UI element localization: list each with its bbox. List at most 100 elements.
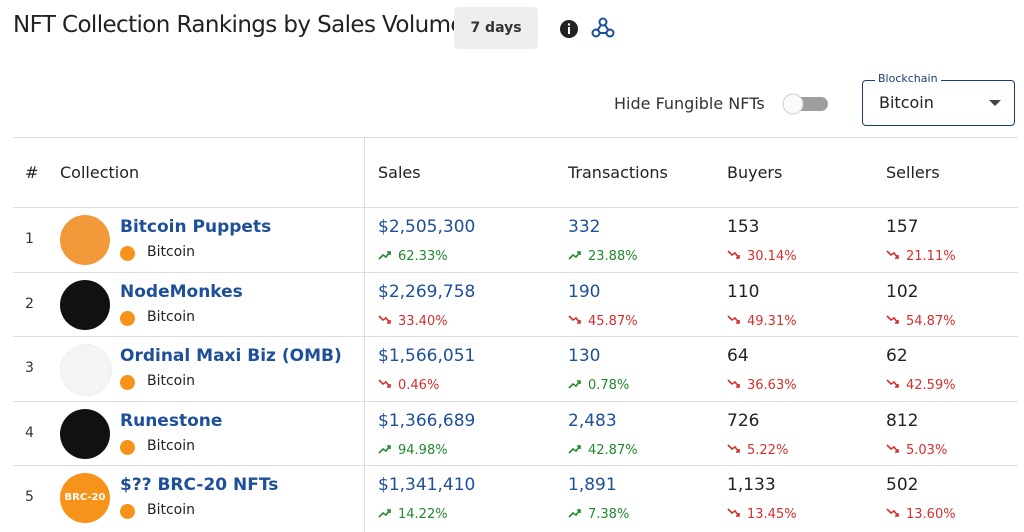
transactions-change: 45.87%	[568, 314, 638, 329]
avatar: BRC-20	[60, 473, 110, 524]
avatar	[60, 408, 110, 459]
trend-icon	[886, 444, 899, 453]
avatar	[60, 215, 110, 265]
sales-value[interactable]: $2,505,300	[378, 217, 476, 237]
collection-name[interactable]: Bitcoin Puppets	[120, 217, 272, 237]
change-text: 36.63%	[747, 378, 797, 394]
sellers-value: 62	[886, 346, 908, 367]
transactions-value[interactable]: 2,483	[568, 410, 617, 431]
sellers-change: 21.11%	[886, 249, 956, 264]
avatar	[60, 279, 110, 330]
info-icon[interactable]	[559, 19, 579, 39]
table-border	[13, 137, 1018, 138]
row-border	[13, 465, 1018, 467]
blockchain-value[interactable]: Bitcoin	[879, 93, 934, 112]
column-header: Sellers	[886, 163, 940, 182]
rank: 4	[25, 424, 34, 441]
transactions-change: 42.87%	[568, 443, 638, 458]
column-header: Buyers	[727, 163, 783, 182]
buyers-change: 36.63%	[727, 378, 797, 393]
trend-icon	[886, 508, 899, 518]
change-text: 49.31%	[747, 313, 797, 329]
buyers-change: 5.22%	[727, 443, 788, 458]
buyers-value: 110	[727, 281, 760, 302]
trend-icon	[727, 379, 740, 388]
bitcoin-icon	[120, 310, 135, 326]
change-text: 0.78%	[588, 378, 630, 394]
transactions-value[interactable]: 1,891	[568, 475, 617, 496]
trend-icon	[886, 315, 899, 324]
toggle[interactable]	[780, 92, 830, 116]
rank: 3	[25, 360, 34, 377]
sales-change: 0.46%	[378, 378, 439, 393]
column-header: Collection	[60, 163, 140, 182]
buyers-value: 726	[727, 410, 760, 431]
collection-name[interactable]: $?? BRC-20 NFTs	[120, 475, 279, 496]
trend-icon	[886, 250, 899, 259]
trend-icon	[378, 509, 391, 518]
trend-icon	[568, 251, 581, 260]
trend-icon	[568, 444, 581, 454]
buyers-value: 153	[727, 217, 760, 237]
change-text: 13.45%	[747, 507, 797, 523]
change-text: 23.88%	[588, 249, 638, 264]
sellers-value: 157	[886, 217, 919, 237]
sales-change: 14.22%	[378, 507, 448, 522]
sales-change: 94.98%	[378, 443, 448, 458]
row-border	[13, 271, 1018, 273]
change-text: 5.03%	[906, 442, 948, 458]
collection-name[interactable]: NodeMonkes	[120, 281, 243, 302]
trend-icon	[727, 315, 740, 324]
sellers-value: 502	[886, 475, 919, 496]
trend-icon	[727, 508, 740, 518]
transactions-value[interactable]: 332	[568, 217, 601, 237]
chain-name: Bitcoin	[147, 308, 196, 325]
collection-name[interactable]: Runestone	[120, 410, 223, 431]
transactions-value[interactable]: 130	[568, 346, 601, 367]
bitcoin-icon	[120, 375, 135, 391]
change-text: 62.33%	[398, 249, 448, 264]
change-text: 45.87%	[588, 313, 638, 329]
transactions-change: 0.78%	[568, 378, 629, 393]
sales-value[interactable]: $1,366,689	[378, 410, 476, 431]
change-text: 33.40%	[398, 313, 448, 329]
change-text: 42.87%	[588, 442, 638, 458]
webhook-icon[interactable]	[591, 16, 615, 40]
hide-fungible-label: Hide Fungible NFTs	[614, 94, 765, 113]
sellers-value: 102	[886, 281, 919, 302]
sales-value[interactable]: $2,269,758	[378, 281, 476, 302]
rank: 5	[25, 489, 34, 506]
sales-value[interactable]: $1,341,410	[378, 475, 476, 496]
change-text: 30.14%	[747, 249, 797, 264]
blockchain-label: Blockchain	[875, 72, 941, 85]
trend-icon	[568, 509, 581, 518]
rank: 2	[25, 295, 34, 312]
buyers-change: 30.14%	[727, 249, 797, 264]
transactions-change: 7.38%	[568, 507, 629, 522]
rank: 1	[25, 231, 34, 247]
column-header: #	[25, 163, 39, 182]
chain-name: Bitcoin	[147, 244, 196, 260]
transactions-change: 23.88%	[568, 249, 638, 264]
chain-name: Bitcoin	[147, 437, 196, 454]
page-title: NFT Collection Rankings by Sales Volume	[13, 12, 465, 38]
trend-icon	[727, 250, 740, 259]
trend-icon	[378, 379, 391, 388]
trend-icon	[886, 379, 899, 388]
transactions-value[interactable]: 190	[568, 281, 601, 302]
change-text: 7.38%	[588, 507, 630, 523]
buyers-value: 1,133	[727, 475, 776, 496]
collection-name[interactable]: Ordinal Maxi Biz (OMB)	[120, 346, 342, 367]
row-border	[13, 207, 1018, 208]
period-button[interactable]: 7 days	[454, 7, 538, 49]
trend-icon	[378, 444, 391, 454]
bitcoin-icon	[120, 439, 135, 455]
change-text: 42.59%	[906, 378, 956, 394]
sales-value[interactable]: $1,566,051	[378, 346, 476, 367]
trend-icon	[568, 315, 581, 324]
change-text: 94.98%	[398, 442, 448, 458]
buyers-change: 13.45%	[727, 507, 797, 522]
sellers-change: 54.87%	[886, 314, 956, 329]
sellers-change: 5.03%	[886, 443, 947, 458]
